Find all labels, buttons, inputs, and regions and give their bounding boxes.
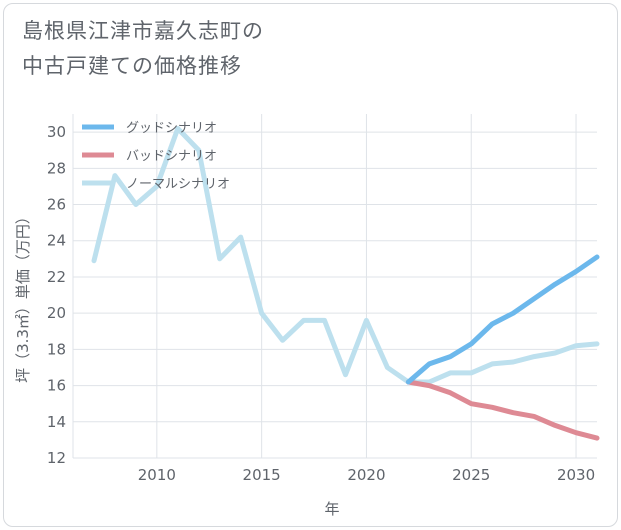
series-line-1 [405,379,600,441]
y-tick-label-16: 16 [47,377,66,395]
y-tick-label-30: 30 [47,123,66,141]
chart-title-line-1: 島根県江津市嘉久志町の [22,19,264,43]
legend-item-2[interactable]: ノーマルシナリオ [82,177,230,192]
y-tick-label-22: 22 [47,268,66,286]
y-tick-label-26: 26 [47,196,66,214]
x-tick-label-2030: 2030 [557,466,595,484]
y-tick-label-14: 14 [47,413,66,431]
y-tick-label-18: 18 [47,340,66,358]
legend-item-0[interactable]: グッドシナリオ [82,121,217,136]
chart-title-line-2: 中古戸建ての価格推移 [22,54,242,78]
series-line-0 [405,254,600,385]
series-lines [91,126,600,441]
x-tick-label-2020: 2020 [347,466,385,484]
x-tick-labels: 2010 2015 2020 2025 2030 [138,466,595,484]
x-axis-label: 年 [324,500,339,518]
legend-item-1[interactable]: バッドシナリオ [82,149,217,164]
plot-area [73,114,597,458]
y-tick-labels: 12 14 16 18 20 22 24 26 28 30 [47,123,66,467]
y-tick-label-12: 12 [47,449,66,467]
legend-label-2: ノーマルシナリオ [126,177,230,192]
series-line-2 [91,126,600,385]
x-tick-label-2010: 2010 [138,466,176,484]
y-tick-label-24: 24 [47,232,66,250]
y-tick-label-20: 20 [47,304,66,322]
legend-label-1: バッドシナリオ [126,149,217,164]
legend-label-0: グッドシナリオ [126,121,217,136]
y-axis-label: 坪（3.3㎡）単価（万円） [14,209,32,383]
y-tick-label-28: 28 [47,159,66,177]
x-tick-label-2025: 2025 [452,466,490,484]
chart-title: 島根県江津市嘉久志町の 中古戸建ての価格推移 [22,14,264,84]
x-tick-label-2015: 2015 [243,466,281,484]
